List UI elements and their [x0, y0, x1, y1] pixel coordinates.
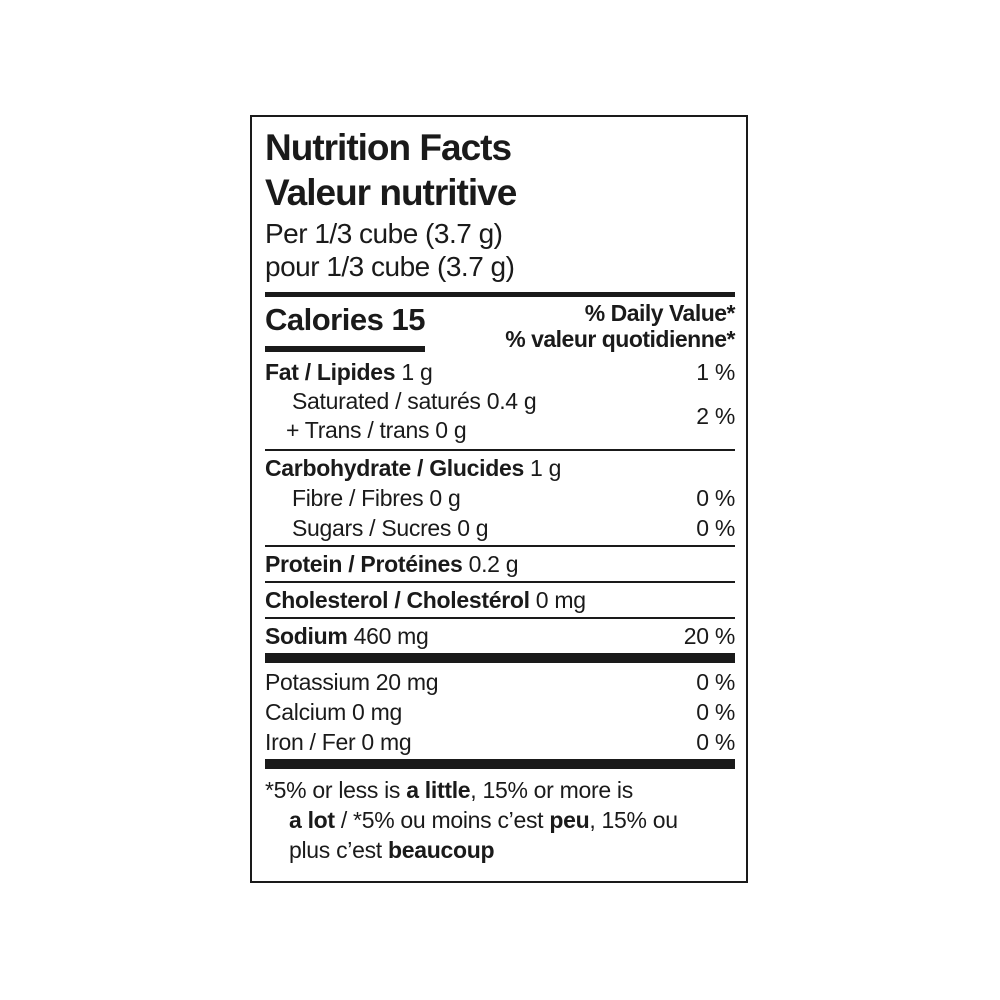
iron-label: Iron / Fer 0 mg [265, 729, 412, 755]
nutrient-row-iron: Iron / Fer 0 mg 0 % [265, 727, 735, 757]
protein-label: Protein / Protéines 0.2 g [265, 551, 519, 577]
cholesterol-label: Cholesterol / Cholestérol 0 mg [265, 587, 586, 613]
footnote-line-3: plus c’est beaucoup [289, 837, 495, 863]
serving-size-english: Per 1/3 cube (3.7 g) [265, 218, 503, 249]
title-english: Nutrition Facts [265, 127, 512, 168]
footnote-line-2: a lot / *5% ou moins c’est peu, 15% ou [289, 807, 678, 833]
carbohydrate-label: Carbohydrate / Glucides 1 g [265, 455, 562, 481]
title-french: Valeur nutritive [265, 172, 517, 213]
calories-underline-bar [265, 346, 425, 352]
divider-thin-4 [265, 617, 735, 619]
divider-thin-1 [265, 449, 735, 451]
potassium-daily-value: 0 % [696, 669, 735, 695]
daily-value-header-french: % valeur quotidienne* [505, 326, 735, 352]
nutrient-row-carbohydrate: Carbohydrate / Glucides 1 g [265, 453, 735, 483]
trans-fat-label: + Trans / trans 0 g [286, 417, 467, 443]
divider-thick-header [265, 292, 735, 297]
nutrient-row-sodium: Sodium 460 mg 20 % [265, 621, 735, 651]
calcium-label: Calcium 0 mg [265, 699, 402, 725]
nutrient-row-sugars: Sugars / Sucres 0 g 0 % [265, 513, 735, 543]
sodium-daily-value: 20 % [683, 623, 736, 649]
nutrition-facts-label: Nutrition Facts Valeur nutritive Per 1/3… [250, 115, 748, 883]
divider-heavy-1 [265, 653, 735, 663]
nutrient-row-fibre: Fibre / Fibres 0 g 0 % [265, 483, 735, 513]
sugars-daily-value: 0 % [696, 515, 735, 541]
fibre-daily-value: 0 % [696, 485, 735, 511]
nutrient-row-protein: Protein / Protéines 0.2 g [265, 549, 735, 579]
sodium-label: Sodium 460 mg [265, 623, 429, 649]
sugars-label: Sugars / Sucres 0 g [292, 515, 489, 541]
nutrient-row-saturated-trans: Saturated / saturés 0.4 g + Trans / tran… [265, 387, 735, 445]
iron-daily-value: 0 % [696, 729, 735, 755]
calcium-daily-value: 0 % [696, 699, 735, 725]
fat-label: Fat / Lipides 1 g [265, 359, 433, 385]
calories-value: Calories 15 [265, 302, 425, 337]
nutrient-row-potassium: Potassium 20 mg 0 % [265, 667, 735, 697]
saturated-trans-daily-value: 2 % [696, 402, 735, 429]
divider-heavy-2 [265, 759, 735, 769]
calories-row: Calories 15 % Daily Value* % valeur quot… [265, 300, 735, 352]
divider-thin-2 [265, 545, 735, 547]
saturated-trans-lines: Saturated / saturés 0.4 g + Trans / tran… [265, 387, 537, 445]
potassium-label: Potassium 20 mg [265, 669, 439, 695]
saturated-fat-label: Saturated / saturés 0.4 g [292, 388, 537, 414]
nutrient-row-fat: Fat / Lipides 1 g 1 % [265, 357, 735, 387]
daily-value-header: % Daily Value* % valeur quotidienne* [505, 300, 735, 352]
nutrient-row-cholesterol: Cholesterol / Cholestérol 0 mg [265, 585, 735, 615]
calories-block: Calories 15 [265, 300, 425, 352]
nutrient-row-calcium: Calcium 0 mg 0 % [265, 697, 735, 727]
fat-daily-value: 1 % [696, 359, 735, 385]
divider-thin-3 [265, 581, 735, 583]
serving-size-french: pour 1/3 cube (3.7 g) [265, 251, 515, 282]
footnote-line-1: *5% or less is a little, 15% or more is [265, 777, 633, 803]
fibre-label: Fibre / Fibres 0 g [292, 485, 461, 511]
daily-value-header-english: % Daily Value* [584, 300, 736, 326]
daily-value-footnote: *5% or less is a little, 15% or more is … [265, 775, 735, 865]
